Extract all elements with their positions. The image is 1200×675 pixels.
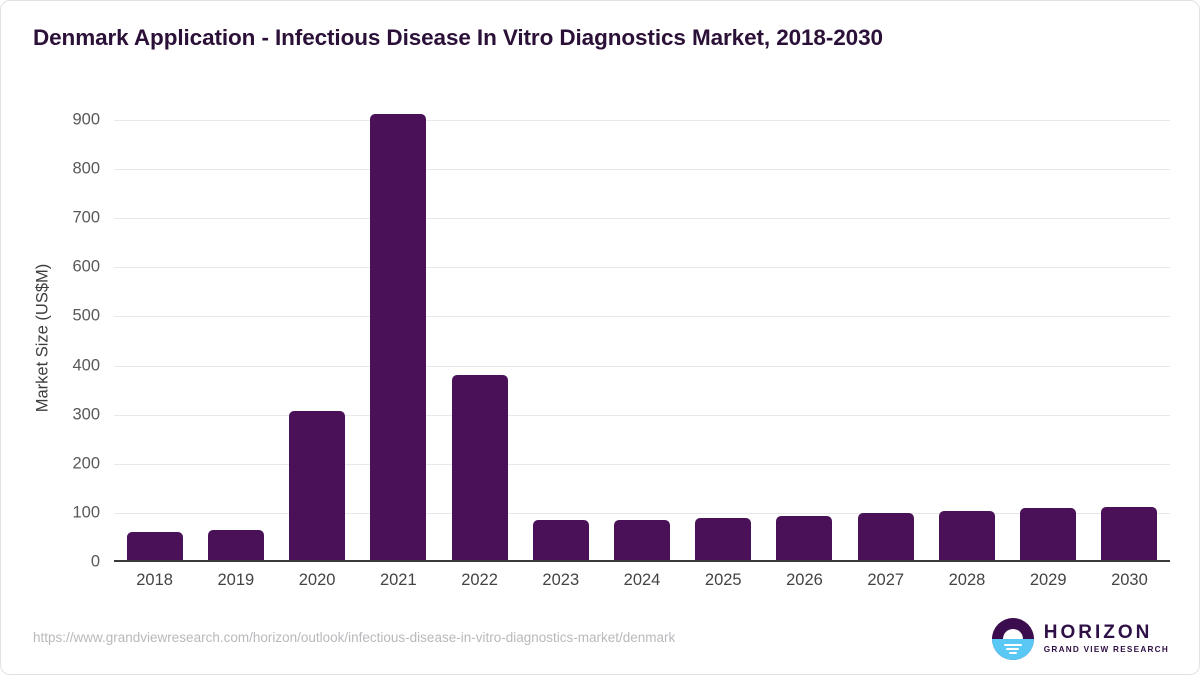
gridline bbox=[114, 267, 1170, 269]
bar-2027[interactable] bbox=[857, 513, 914, 562]
gridline bbox=[114, 169, 1170, 171]
bar-slot bbox=[1089, 104, 1170, 562]
bar-slot bbox=[114, 104, 195, 562]
horizon-sun-circle-icon bbox=[991, 618, 1034, 660]
bar-2024[interactable] bbox=[614, 519, 671, 562]
bar-slot bbox=[195, 104, 276, 562]
x-tick-label-2023: 2023 bbox=[542, 571, 580, 589]
x-tick-label-2025: 2025 bbox=[704, 571, 742, 589]
source-url[interactable]: https://www.grandviewresearch.com/horizo… bbox=[33, 630, 676, 645]
y-tick-label: 200 bbox=[72, 454, 100, 473]
bar-slot bbox=[1008, 104, 1089, 562]
y-tick-label: 0 bbox=[90, 552, 100, 571]
bar-2018[interactable] bbox=[126, 531, 183, 562]
logo-brand-name: HORIZON bbox=[1043, 622, 1153, 644]
logo-text: HORIZON GRAND VIEW RESEARCH bbox=[1044, 623, 1169, 654]
logo-ray-1 bbox=[1003, 644, 1022, 646]
bar-slot bbox=[601, 104, 682, 562]
y-tick-label: 800 bbox=[72, 159, 100, 178]
x-axis-ticks: 2018 2019 2020 2021 2022 2023 2024 2025 2026 2027… bbox=[114, 571, 1170, 590]
y-tick-label: 700 bbox=[72, 208, 100, 227]
bar-slot bbox=[926, 104, 1007, 562]
y-tick-label: 100 bbox=[72, 503, 100, 522]
y-tick-label: 500 bbox=[72, 306, 100, 325]
bar-2028[interactable] bbox=[938, 510, 995, 562]
x-tick-label-2027: 2027 bbox=[867, 571, 905, 589]
bar-series bbox=[114, 104, 1170, 562]
y-tick-label: 400 bbox=[72, 356, 100, 375]
x-tick-label-2020: 2020 bbox=[298, 571, 336, 589]
x-tick-label-2029: 2029 bbox=[1029, 571, 1067, 589]
bar-slot bbox=[276, 104, 357, 562]
bar-slot bbox=[520, 104, 601, 562]
x-axis-line bbox=[114, 560, 1170, 562]
logo-ray-2 bbox=[1006, 648, 1020, 650]
bar-2020[interactable] bbox=[289, 410, 346, 562]
y-axis-label: Market Size (US$M) bbox=[33, 263, 52, 412]
bar-2030[interactable] bbox=[1101, 506, 1158, 562]
bar-2021[interactable] bbox=[370, 113, 427, 562]
y-axis-ticks: 0 100 200 300 400 500 600 700 800 900 bbox=[72, 104, 1170, 571]
y-tick-label: 900 bbox=[72, 110, 100, 129]
gridline bbox=[114, 365, 1170, 367]
plot-area: 0 100 200 300 400 500 600 700 800 900 bbox=[72, 104, 1170, 571]
bar-2025[interactable] bbox=[695, 517, 752, 562]
y-tick-label: 600 bbox=[72, 257, 100, 276]
gridline bbox=[114, 316, 1170, 318]
bar-slot bbox=[439, 104, 520, 562]
bar-2029[interactable] bbox=[1020, 508, 1077, 562]
logo-tagline: GRAND VIEW RESEARCH bbox=[1043, 645, 1169, 655]
bar-slot bbox=[358, 104, 439, 562]
x-tick-label-2019: 2019 bbox=[217, 571, 255, 589]
x-tick-label-2028: 2028 bbox=[948, 571, 986, 589]
bar-slot bbox=[683, 104, 764, 562]
gridline bbox=[114, 463, 1170, 465]
gridline bbox=[114, 512, 1170, 514]
x-tick-label-2030: 2030 bbox=[1111, 571, 1148, 589]
bar-slot bbox=[845, 104, 926, 562]
x-tick-label-2022: 2022 bbox=[461, 571, 498, 589]
y-tick-label: 300 bbox=[72, 405, 100, 424]
bar-2019[interactable] bbox=[207, 529, 264, 562]
logo-ray-3 bbox=[1008, 652, 1017, 654]
bar-2023[interactable] bbox=[532, 519, 589, 562]
x-tick-label-2021: 2021 bbox=[379, 571, 417, 589]
logo-sun-shape bbox=[1002, 629, 1023, 639]
bar-2022[interactable] bbox=[451, 375, 508, 562]
gridlines bbox=[114, 104, 1170, 562]
gridline bbox=[114, 218, 1170, 220]
x-tick-label-2024: 2024 bbox=[623, 571, 661, 589]
bar-2026[interactable] bbox=[776, 516, 833, 562]
page-title: Denmark Application - Infectious Disease… bbox=[33, 25, 883, 50]
gridline bbox=[114, 120, 1170, 121]
horizon-logo[interactable]: HORIZON GRAND VIEW RESEARCH bbox=[991, 618, 1169, 660]
gridline bbox=[114, 414, 1170, 416]
x-tick-label-2026: 2026 bbox=[786, 571, 823, 589]
bar-slot bbox=[764, 104, 845, 562]
x-tick-label-2018: 2018 bbox=[136, 571, 173, 589]
